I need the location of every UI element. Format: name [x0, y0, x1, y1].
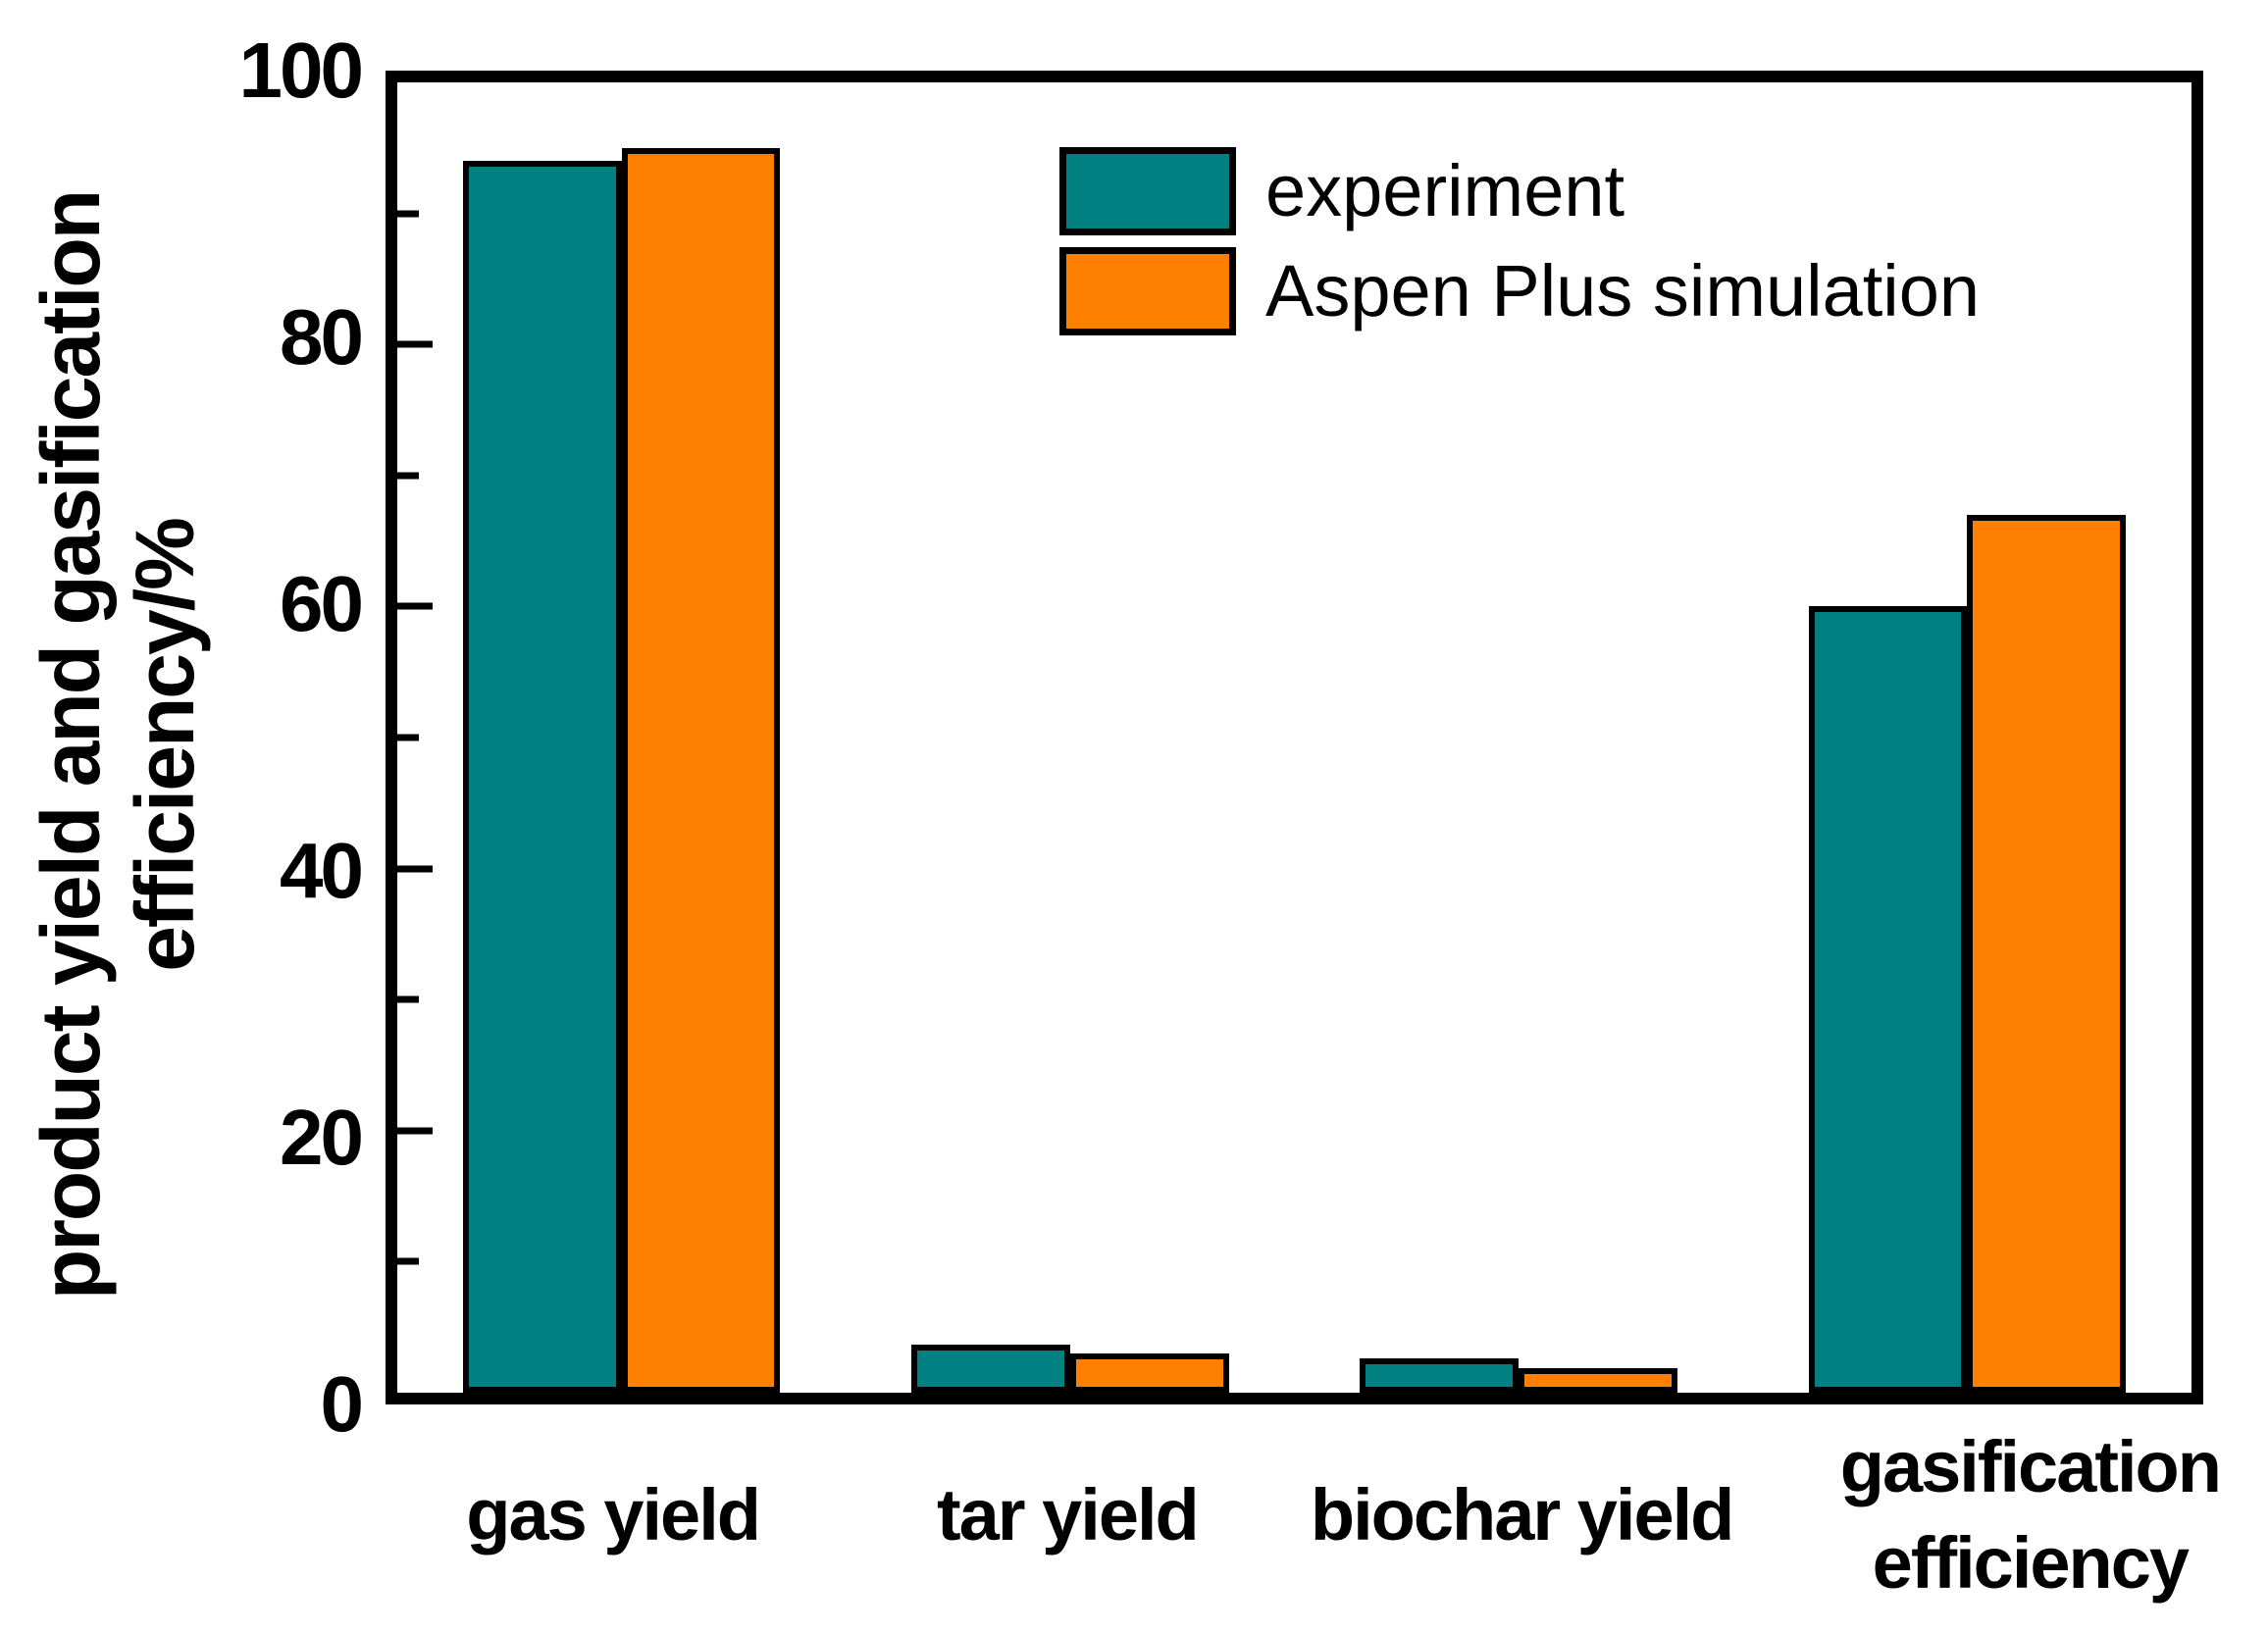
- y-major-tick-40: [397, 865, 433, 873]
- bar-aspen-plus-simulation-biochar-yield: [1519, 1367, 1677, 1393]
- bar-aspen-plus-simulation-gasification-efficiency: [1967, 514, 2127, 1393]
- x-label-line: tar yield: [936, 1474, 1200, 1556]
- legend-label: experiment: [1265, 150, 1625, 231]
- bar-aspen-plus-simulation-gas-yield: [621, 147, 781, 1393]
- x-category-label-gasification-efficiency: gasification efficiency: [1839, 1419, 2222, 1611]
- bar-experiment-gas-yield: [462, 161, 622, 1393]
- x-label-line: efficiency: [1872, 1522, 2190, 1604]
- y-minor-tick-30: [397, 995, 419, 1003]
- legend-swatch-aspen-plus-simulation: [1059, 247, 1236, 335]
- legend-swatch-experiment: [1059, 147, 1236, 235]
- y-major-tick-80: [397, 340, 433, 348]
- plot-area: [386, 71, 2203, 1404]
- legend: experiment Aspen Plus simulation: [1059, 147, 1980, 335]
- y-tick-label-0: 0: [320, 1360, 365, 1448]
- y-major-tick-60: [397, 602, 433, 610]
- x-category-label-gas-yield: gas yield: [466, 1467, 761, 1563]
- y-minor-tick-10: [397, 1257, 419, 1265]
- x-category-label-tar-yield: tar yield: [936, 1467, 1200, 1563]
- y-tick-label-80: 80: [280, 293, 364, 381]
- bar-aspen-plus-simulation-tar-yield: [1069, 1352, 1229, 1393]
- legend-label: Aspen Plus simulation: [1265, 250, 1981, 332]
- bar-experiment-biochar-yield: [1360, 1358, 1520, 1393]
- y-minor-tick-50: [397, 734, 419, 741]
- y-axis-title-line1: product yield and gasification: [25, 190, 117, 1300]
- y-tick-label-20: 20: [280, 1094, 364, 1181]
- legend-item-aspen-plus-simulation: Aspen Plus simulation: [1059, 247, 1980, 335]
- y-axis-title-line2: efficiency/%: [119, 519, 211, 972]
- y-tick-label-100: 100: [238, 26, 364, 114]
- legend-item-experiment: experiment: [1059, 147, 1980, 235]
- y-axis-title: product yield and gasification efficienc…: [24, 59, 212, 1432]
- plot-inner: [397, 82, 2191, 1393]
- y-tick-label-40: 40: [280, 827, 364, 914]
- y-minor-tick-70: [397, 472, 419, 480]
- y-minor-tick-90: [397, 210, 419, 218]
- y-major-tick-20: [397, 1127, 433, 1135]
- x-label-line: biochar yield: [1310, 1474, 1734, 1556]
- bar-experiment-gasification-efficiency: [1808, 606, 1968, 1393]
- y-tick-label-60: 60: [280, 560, 364, 647]
- bar-experiment-tar-yield: [911, 1344, 1070, 1393]
- x-label-line: gas yield: [466, 1474, 761, 1556]
- x-label-line: gasification: [1839, 1426, 2222, 1507]
- x-category-label-biochar-yield: biochar yield: [1310, 1467, 1734, 1563]
